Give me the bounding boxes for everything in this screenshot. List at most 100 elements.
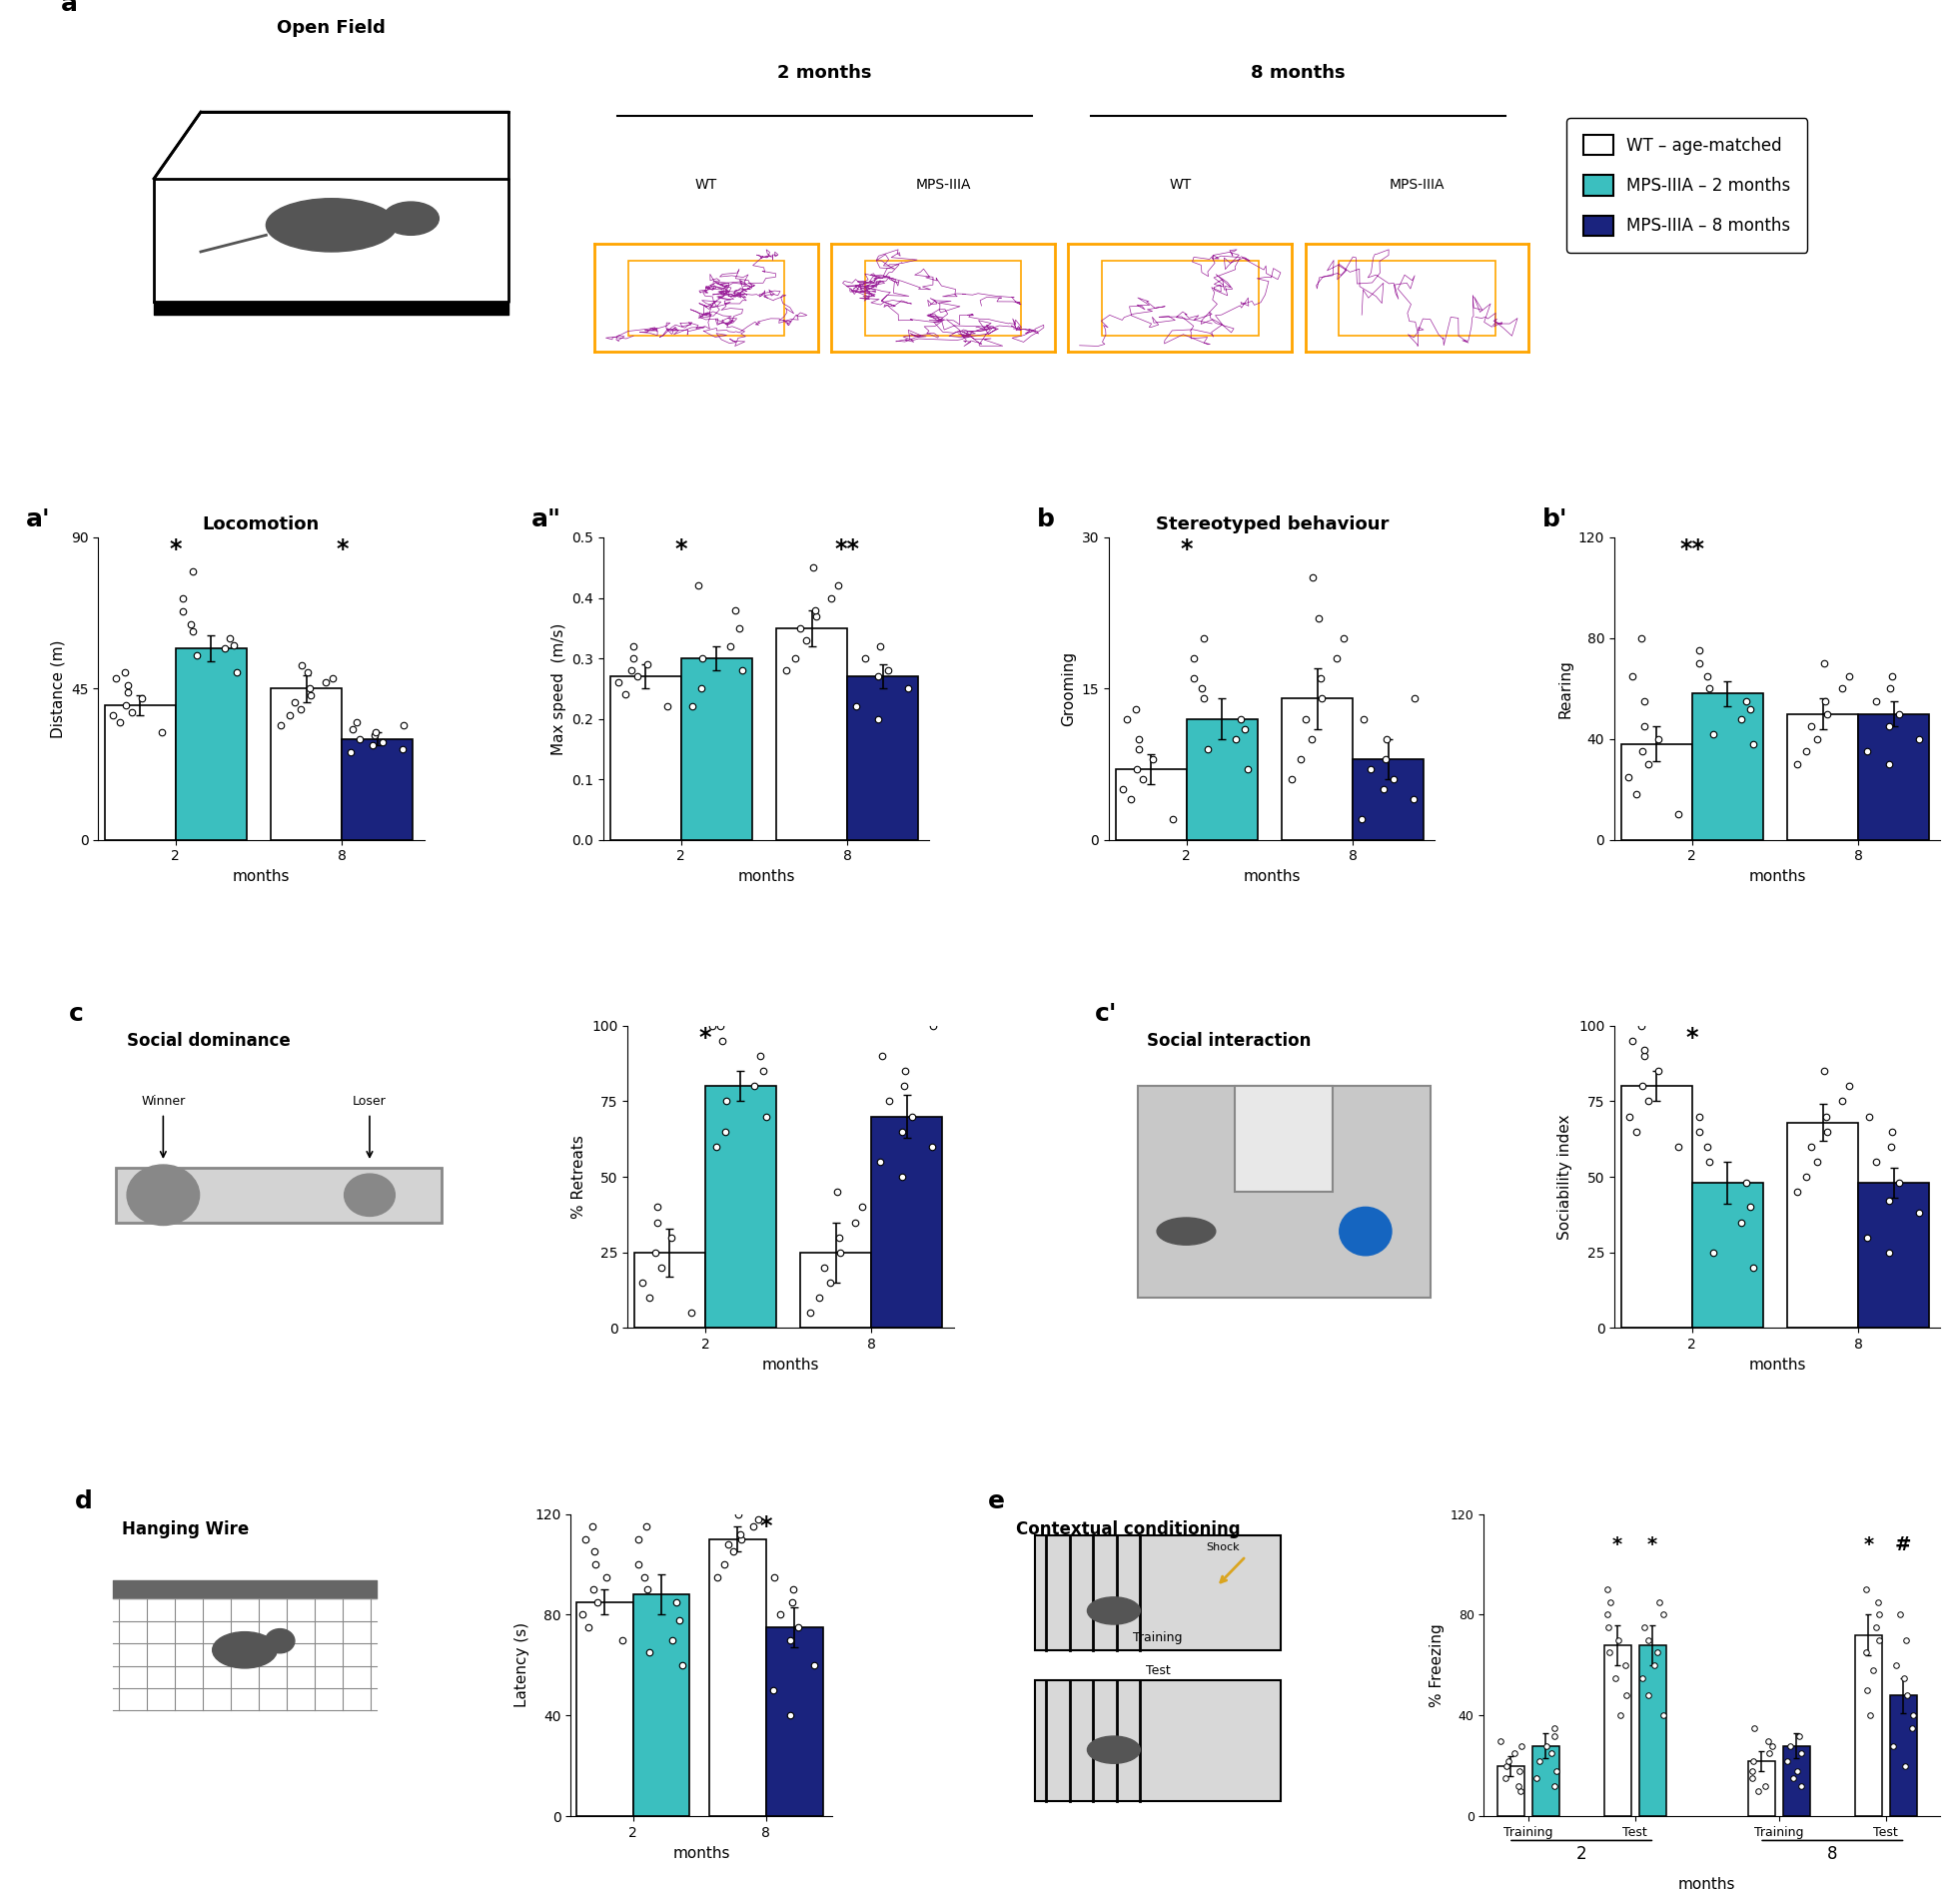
- Point: [1874, 711, 1905, 742]
- Point: [125, 683, 157, 713]
- Point: [727, 655, 759, 685]
- Text: Training: Training: [1133, 1631, 1182, 1644]
- Point: [1752, 1726, 1784, 1756]
- Point: [318, 664, 349, 694]
- Point: [1178, 643, 1209, 674]
- Point: [886, 1162, 917, 1192]
- Point: [278, 687, 310, 717]
- Point: [1627, 1663, 1658, 1693]
- Bar: [872, 1116, 943, 1328]
- Point: [570, 1525, 602, 1555]
- Point: [1874, 749, 1905, 780]
- Bar: [1788, 713, 1858, 840]
- Point: [633, 1637, 664, 1667]
- Point: [602, 668, 633, 698]
- Point: [1850, 1637, 1882, 1667]
- Point: [798, 1650, 829, 1680]
- Point: [112, 670, 143, 700]
- Point: [1629, 687, 1660, 717]
- Point: [1276, 764, 1307, 795]
- Point: [745, 1041, 776, 1071]
- Text: Winner: Winner: [141, 1094, 186, 1107]
- Point: [294, 674, 325, 704]
- Point: [751, 1101, 782, 1131]
- Point: [1735, 1192, 1766, 1222]
- Point: [1539, 1720, 1570, 1750]
- Point: [798, 552, 829, 583]
- Point: [1629, 1612, 1660, 1642]
- Point: [629, 1561, 661, 1591]
- Text: *: *: [335, 537, 349, 562]
- Point: [1347, 804, 1378, 834]
- Bar: [864, 261, 1021, 335]
- Text: *: *: [760, 1514, 772, 1538]
- Point: [719, 594, 751, 624]
- Point: [1884, 1167, 1915, 1198]
- Point: [892, 674, 923, 704]
- Point: [1354, 755, 1386, 785]
- Text: *: *: [1180, 537, 1194, 562]
- Point: [580, 1550, 612, 1580]
- Point: [147, 717, 178, 747]
- Point: [815, 583, 847, 613]
- Point: [1697, 1237, 1729, 1268]
- Point: [1884, 698, 1915, 728]
- Point: [676, 1298, 708, 1328]
- Point: [1876, 1131, 1907, 1162]
- Point: [606, 1625, 637, 1656]
- Point: [615, 655, 647, 685]
- Point: [1648, 1599, 1680, 1629]
- Point: [645, 1253, 676, 1283]
- Point: [847, 1192, 878, 1222]
- Ellipse shape: [1088, 1597, 1141, 1625]
- Point: [1605, 1701, 1637, 1731]
- Point: [717, 1536, 749, 1567]
- Point: [1188, 622, 1219, 653]
- Circle shape: [1339, 1207, 1392, 1256]
- Bar: [800, 1253, 872, 1328]
- Point: [214, 622, 245, 653]
- Ellipse shape: [265, 1629, 294, 1654]
- Bar: [633, 1595, 690, 1816]
- Text: WT: WT: [696, 178, 717, 193]
- Point: [1348, 704, 1380, 734]
- Point: [1613, 762, 1644, 793]
- Point: [794, 1298, 825, 1328]
- Point: [1858, 1656, 1889, 1686]
- Point: [1609, 1650, 1641, 1680]
- Bar: [1352, 759, 1423, 840]
- Point: [1886, 1599, 1917, 1629]
- Point: [1891, 1680, 1923, 1710]
- Point: [1397, 785, 1429, 815]
- Text: c: c: [69, 1001, 84, 1025]
- Title: Stereotyped behaviour: Stereotyped behaviour: [1154, 515, 1388, 534]
- Point: [1123, 725, 1154, 755]
- Point: [1178, 664, 1209, 694]
- Bar: [1137, 1086, 1431, 1298]
- Point: [274, 700, 306, 730]
- Point: [590, 1561, 621, 1591]
- Point: [627, 1268, 659, 1298]
- Point: [841, 692, 872, 723]
- Point: [1860, 1612, 1891, 1642]
- Text: **: **: [1680, 537, 1705, 562]
- Point: [1903, 725, 1935, 755]
- Text: months: months: [1678, 1877, 1737, 1892]
- Point: [1750, 1771, 1782, 1801]
- Point: [1505, 1777, 1537, 1807]
- Point: [1490, 1750, 1521, 1780]
- Point: [1662, 800, 1693, 831]
- Circle shape: [345, 1173, 396, 1217]
- Point: [174, 609, 206, 639]
- Point: [739, 1071, 770, 1101]
- Bar: [270, 689, 341, 840]
- Point: [776, 1587, 808, 1618]
- Point: [1864, 1625, 1895, 1656]
- Point: [104, 708, 135, 738]
- Point: [1860, 687, 1891, 717]
- Point: [821, 1177, 853, 1207]
- Y-axis label: Rearing: Rearing: [1558, 658, 1572, 717]
- Point: [1827, 1086, 1858, 1116]
- Point: [1878, 1731, 1909, 1761]
- Point: [866, 1041, 898, 1071]
